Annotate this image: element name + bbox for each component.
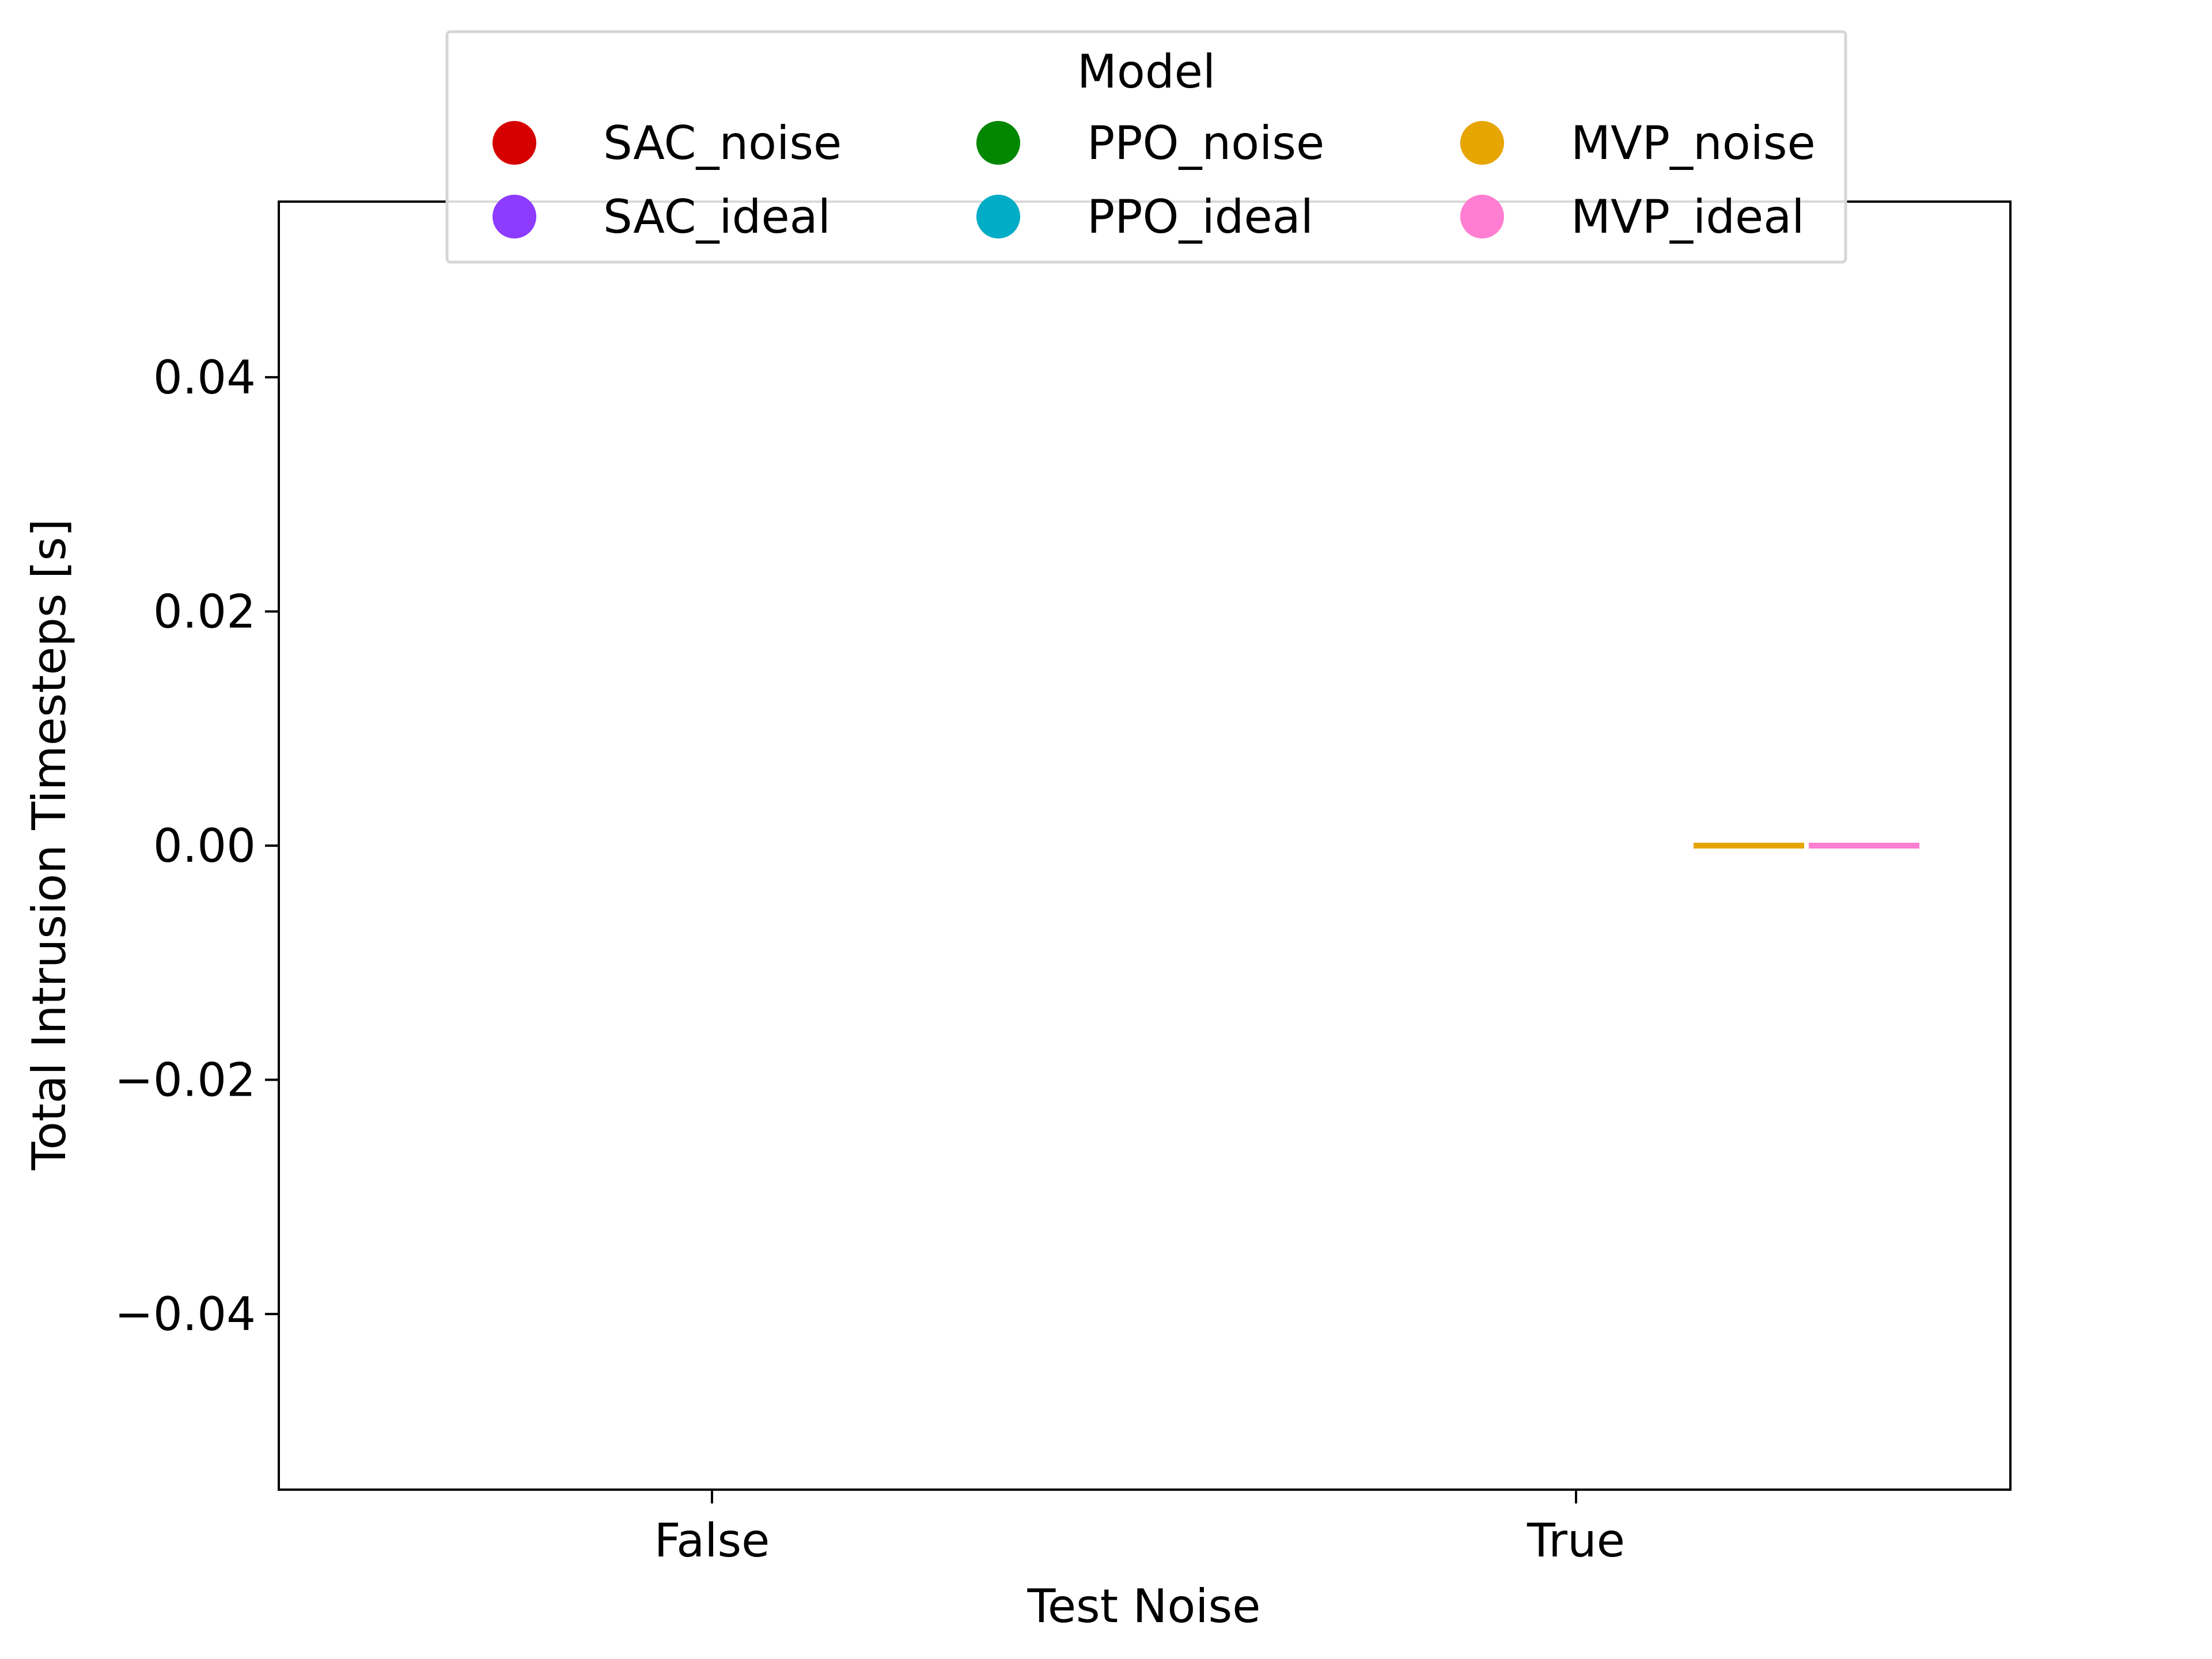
legend-label-ppo-ideal: PPO_ideal (1087, 190, 1313, 244)
legend-label-sac-ideal: SAC_ideal (603, 190, 831, 244)
legend-label-mvp-ideal: MVP_ideal (1571, 190, 1804, 244)
y-axis-label: Total Intrusion Timesteps [s] (22, 519, 76, 1171)
legend: Model SAC_noise SAC_ideal PPO_noise PPO_idea… (445, 30, 1847, 264)
legend-marker-mvp-noise (1460, 121, 1504, 165)
y-tick-label: −0.02 (115, 1054, 256, 1107)
x-tick-label: False (654, 1514, 770, 1567)
x-tick-label: True (1527, 1514, 1625, 1567)
y-tick-label: 0.00 (153, 819, 256, 873)
legend-label-mvp-noise: MVP_noise (1571, 116, 1816, 170)
legend-marker-sac-ideal (493, 195, 536, 238)
legend-title: Model (1077, 45, 1215, 99)
legend-label-sac-noise: SAC_noise (603, 116, 842, 170)
x-axis-label: Test Noise (1027, 1580, 1261, 1633)
plot-layer: −0.04 −0.02 0.00 0.02 0.04 False True (115, 200, 2012, 1567)
y-tick-label: 0.02 (153, 585, 256, 638)
y-tick-label: 0.04 (153, 351, 256, 404)
legend-marker-mvp-ideal (1460, 195, 1504, 238)
legend-marker-ppo-ideal (976, 195, 1020, 238)
legend-marker-ppo-noise (976, 121, 1020, 165)
legend-marker-sac-noise (493, 121, 536, 165)
legend-label-ppo-noise: PPO_noise (1087, 116, 1324, 170)
y-tick-label: −0.04 (115, 1287, 256, 1341)
